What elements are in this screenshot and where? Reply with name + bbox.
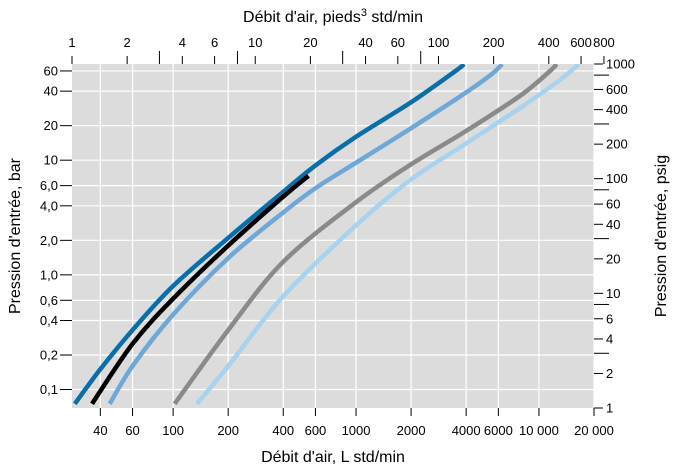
y-left-tick-label: 40: [44, 84, 58, 99]
x-top-tick-label: 800: [593, 35, 615, 50]
y-right-tick-label: 40: [606, 217, 620, 232]
x-bottom-tick-label: 6000: [484, 423, 513, 438]
y-left-tick-label: 0,4: [40, 313, 58, 328]
x-top-title-prefix: Débit d'air, pieds: [243, 9, 361, 26]
x-top-title-sup: 3: [361, 7, 367, 19]
series-line-4: [172, 64, 559, 406]
x-top-tick-label: 4: [179, 35, 186, 50]
y-left-tick-label: 0,2: [40, 348, 58, 363]
y-left-tick-label: 10: [44, 153, 58, 168]
y-left-tick-label: 20: [44, 118, 58, 133]
y-left-tick-label: 4,0: [40, 198, 58, 213]
x-bottom-tick-label: 4000: [452, 423, 481, 438]
grid: [72, 64, 595, 408]
x-top-tick-label: 2: [124, 35, 131, 50]
x-top-tick-label: 1: [68, 35, 75, 50]
series-line-3: [107, 64, 504, 405]
x-top-tick-label: 60: [391, 35, 405, 50]
series-line-1: [72, 64, 466, 406]
x-bottom-tick-label: 1000: [342, 423, 371, 438]
x-top-tick-label: 6: [211, 35, 218, 50]
x-top-tick-label: 40: [358, 35, 372, 50]
series-line-5: [195, 64, 581, 406]
y-right-tick-label: 1: [606, 401, 613, 416]
y-right-tick-label: 6: [606, 311, 613, 326]
x-bottom-tick-label: 2000: [397, 423, 426, 438]
x-top-tick-label: 200: [483, 35, 505, 50]
series-line-2: [90, 174, 310, 406]
y-left-axis-title: Pression d'entrée, bar: [7, 157, 24, 314]
x-bottom-axis-title: Débit d'air, L std/min: [261, 449, 405, 466]
y-left-tick-label: 6,0: [40, 178, 58, 193]
y-right-tick-label: 10: [606, 286, 620, 301]
y-right-tick-label: 4: [606, 331, 613, 346]
y-left-tick-label: 0,1: [40, 382, 58, 397]
x-top-title-suffix: std/min: [367, 9, 423, 26]
x-bottom-tick-label: 400: [272, 423, 294, 438]
x-top-tick-label: 100: [428, 35, 450, 50]
x-bottom-tick-label: 40: [93, 423, 107, 438]
series-group: [72, 64, 581, 406]
x-bottom-tick-label: 60: [125, 423, 139, 438]
x-top-tick-label: 600: [570, 35, 592, 50]
x-top-tick-label: 400: [538, 35, 560, 50]
y-right-tick-label: 60: [606, 197, 620, 212]
y-right-tick-label: 600: [606, 82, 628, 97]
y-right-tick-label: 1000: [606, 57, 635, 72]
y-right-tick-label: 2: [606, 366, 613, 381]
x-top-axis-title: Débit d'air, pieds3 std/min: [243, 7, 423, 26]
x-bottom-tick-label: 600: [305, 423, 327, 438]
x-bottom-tick-label: 200: [217, 423, 239, 438]
y-left-tick-label: 60: [44, 63, 58, 78]
y-right-tick-label: 100: [606, 171, 628, 186]
x-top-tick-label: 10: [248, 35, 262, 50]
y-left-tick-label: 0,6: [40, 293, 58, 308]
x-bottom-tick-label: 100: [162, 423, 184, 438]
x-top-tick-label: 20: [303, 35, 317, 50]
y-left-tick-label: 2,0: [40, 233, 58, 248]
y-right-axis-title: Pression d'entrée, psig: [653, 155, 670, 317]
axes-group: 40 60 100 200 400 600 1000 2000 4000 6000 10 000 20…: [40, 35, 635, 438]
y-right-tick-label: 20: [606, 251, 620, 266]
x-bottom-tick-label: 10 000: [519, 423, 559, 438]
x-bottom-tick-label: 20 000: [574, 423, 614, 438]
y-left-tick-label: 1,0: [40, 267, 58, 282]
y-right-tick-label: 400: [606, 102, 628, 117]
y-right-tick-label: 200: [606, 137, 628, 152]
plot-background: [72, 64, 594, 408]
